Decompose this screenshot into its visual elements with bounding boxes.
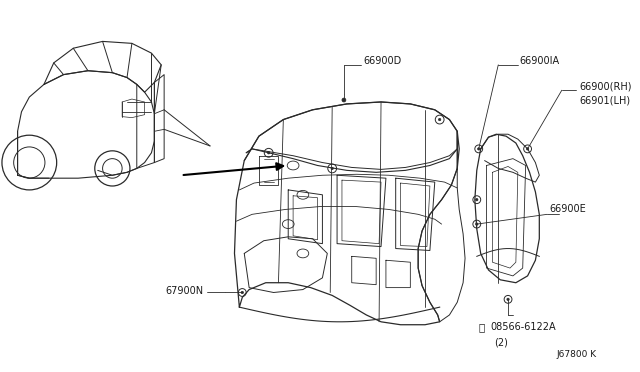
Circle shape xyxy=(331,167,333,170)
Circle shape xyxy=(438,118,441,121)
Text: 66900E: 66900E xyxy=(549,205,586,214)
Text: 67900N: 67900N xyxy=(165,286,204,295)
Circle shape xyxy=(476,223,478,225)
Circle shape xyxy=(527,148,529,150)
Text: J67800 K: J67800 K xyxy=(557,350,597,359)
Text: 66900ΙA: 66900ΙA xyxy=(520,56,560,66)
Circle shape xyxy=(342,98,346,102)
Circle shape xyxy=(241,291,243,294)
Text: 66900(RH): 66900(RH) xyxy=(579,81,632,92)
Circle shape xyxy=(477,148,480,150)
Circle shape xyxy=(507,298,509,301)
Text: Ⓢ: Ⓢ xyxy=(479,322,485,332)
Text: 66900D: 66900D xyxy=(364,56,402,66)
Circle shape xyxy=(268,152,270,154)
Text: 08566-6122A: 08566-6122A xyxy=(490,322,556,332)
Circle shape xyxy=(476,199,478,201)
Text: (2): (2) xyxy=(494,337,508,347)
Text: 66901(LH): 66901(LH) xyxy=(579,95,630,105)
